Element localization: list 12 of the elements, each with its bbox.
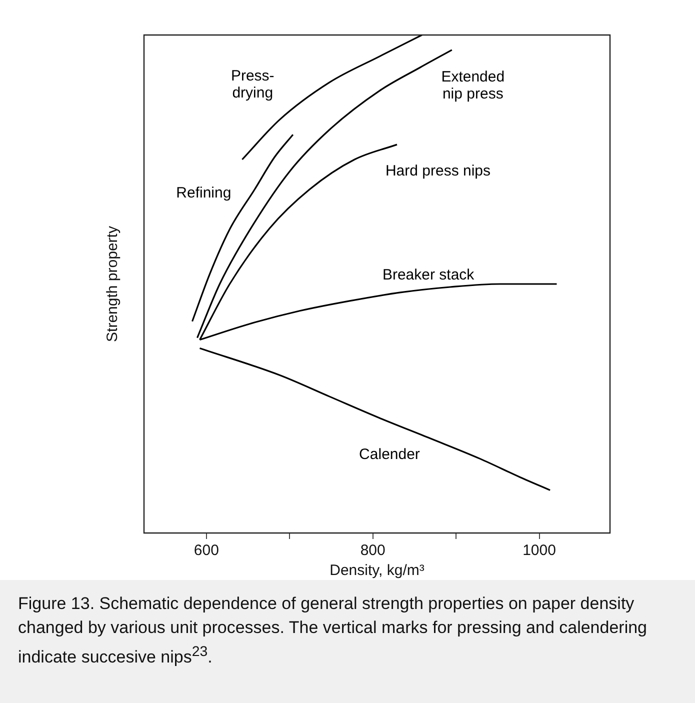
- series-label: Extended nip press: [441, 68, 505, 103]
- series-label: Breaker stack: [382, 266, 475, 284]
- x-tick-label: 600: [194, 542, 219, 560]
- series-label: Press- drying: [230, 67, 274, 102]
- series-label: Refining: [176, 184, 232, 202]
- y-axis-title: Strength property: [104, 226, 122, 342]
- x-axis-title: Density, kg/m³: [330, 562, 424, 580]
- series-label: Hard press nips: [385, 162, 490, 180]
- series-label: Calender: [359, 446, 420, 464]
- caption: Figure 13. Schematic dependence of general strength properties on paper density changed by various unit processes. The vertical marks for pressing and calendering indicate succesive nips$^{23}$.: [0, 580, 695, 703]
- x-tick-label: 1000: [522, 542, 556, 560]
- x-tick-label: 800: [360, 542, 386, 560]
